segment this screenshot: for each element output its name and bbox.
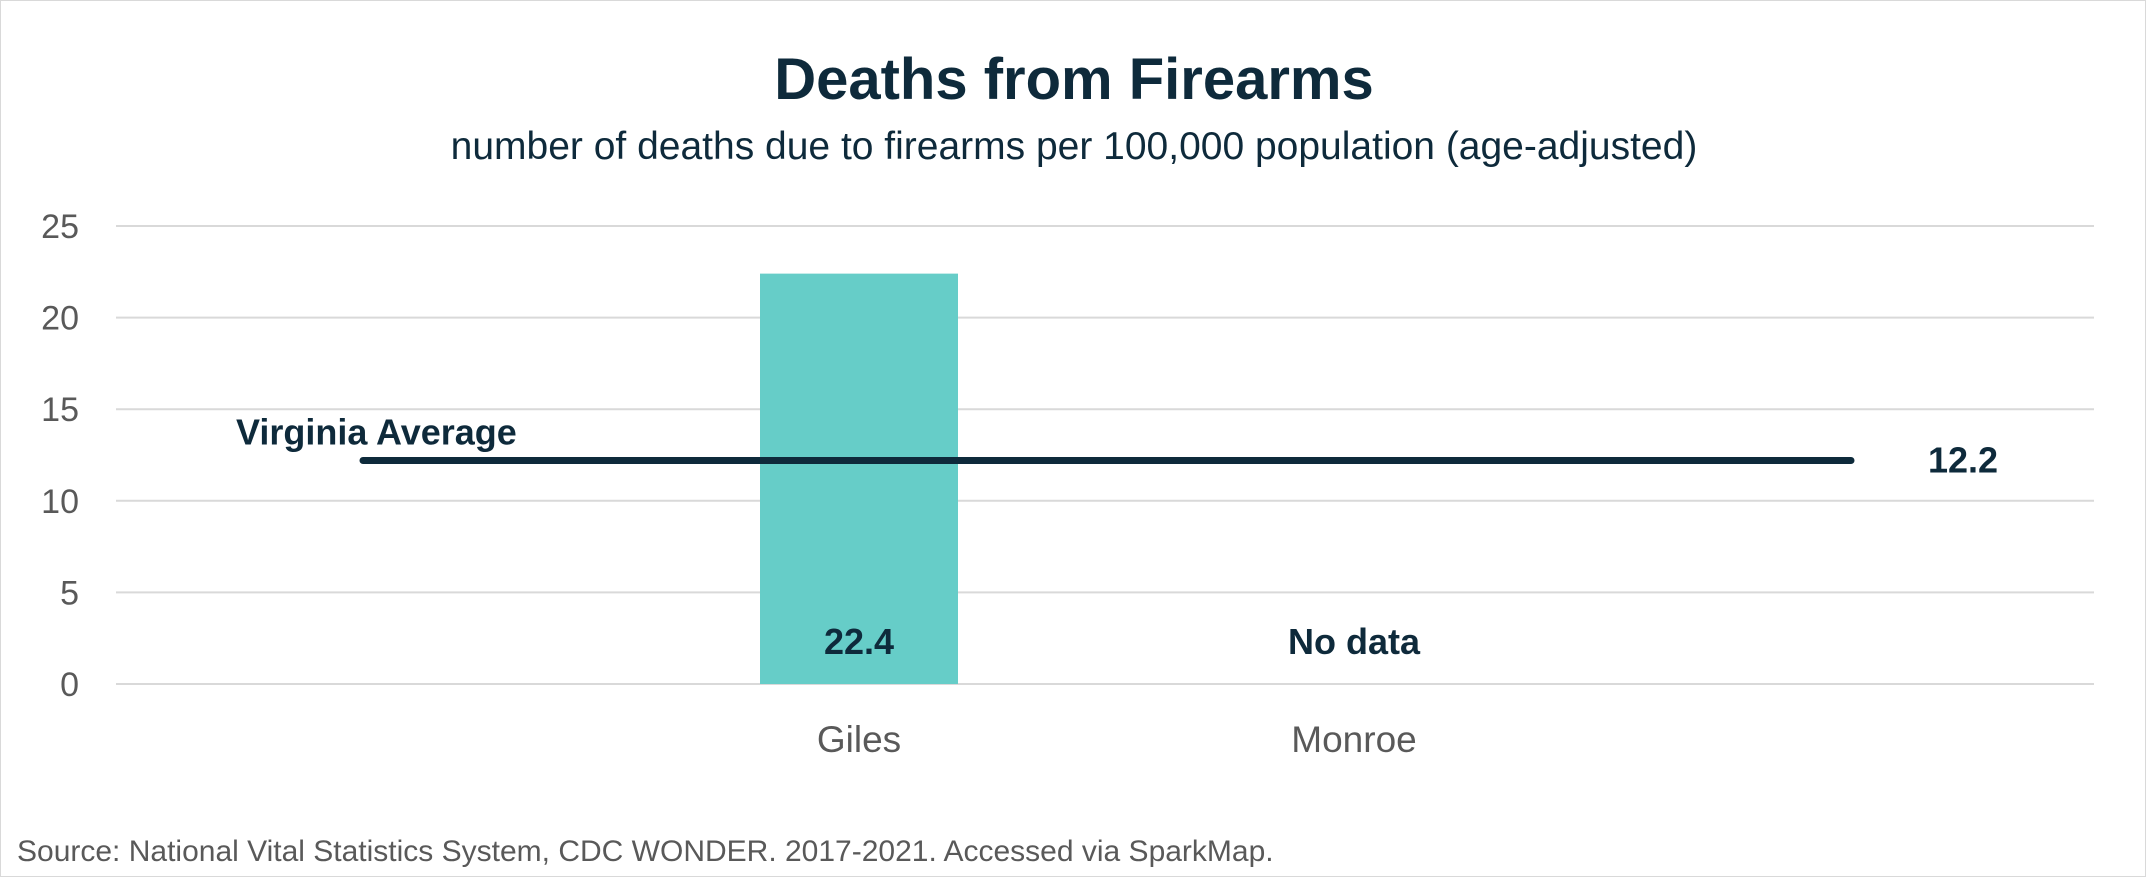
x-category-label: Monroe	[1291, 719, 1416, 760]
chart-subtitle: number of deaths due to firearms per 100…	[451, 125, 1698, 168]
bar	[760, 273, 958, 684]
x-axis-categories: Giles Monroe	[817, 719, 1417, 760]
y-tick-label: 0	[60, 666, 79, 704]
reference-line-label: Virginia Average	[236, 411, 517, 452]
y-tick-label: 20	[41, 300, 79, 338]
gridlines	[116, 225, 2094, 685]
chart-title: Deaths from Firearms	[774, 47, 1374, 112]
data-label: No data	[1288, 621, 1421, 662]
bars	[760, 273, 958, 684]
reference-line-value: 12.2	[1928, 439, 1998, 480]
y-tick-label: 5	[60, 574, 79, 612]
data-labels: 22.4 No data	[824, 621, 1421, 662]
y-axis-ticks: 0 5 10 15 20 25	[41, 208, 79, 704]
y-tick-label: 15	[41, 391, 79, 429]
source-note: Source: National Vital Statistics System…	[17, 835, 1274, 868]
data-label: 22.4	[824, 621, 894, 662]
x-category-label: Giles	[817, 719, 901, 760]
y-tick-label: 10	[41, 483, 79, 521]
reference-line-group: Virginia Average 12.2	[236, 411, 1998, 480]
y-tick-label: 25	[41, 208, 79, 246]
